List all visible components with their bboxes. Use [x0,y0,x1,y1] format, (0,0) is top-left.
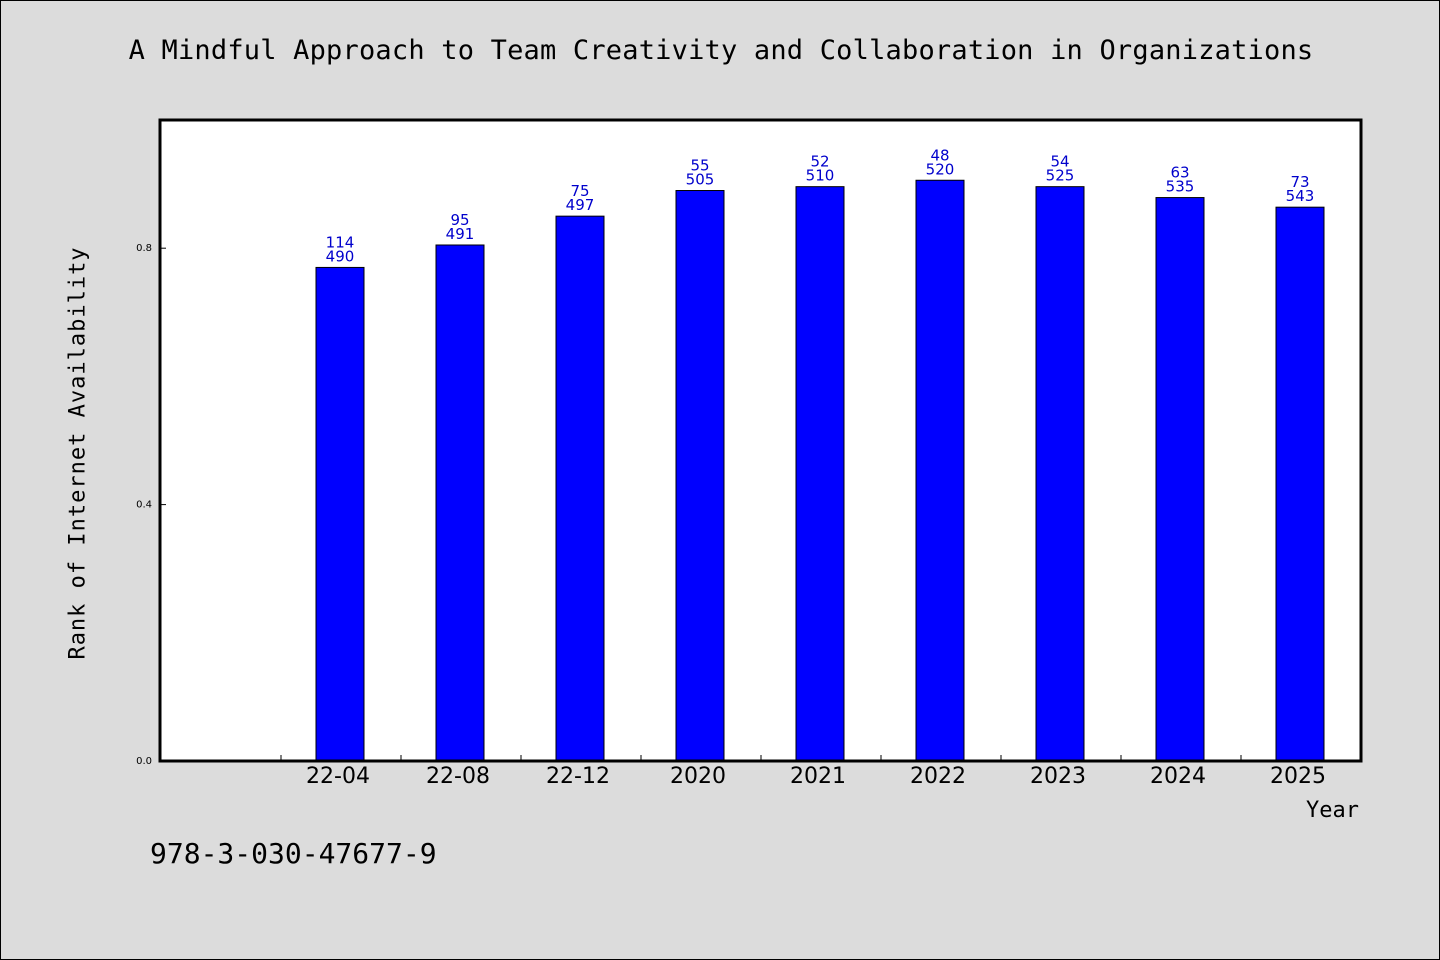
x-tick-label: 2020 [670,764,726,789]
x-tick-label: 22-04 [306,764,370,789]
x-axis-label: Year [1306,798,1359,823]
data-label-top: 114 [326,233,355,251]
data-label-bottom: 505 [686,171,715,189]
x-ticks-layer: 22-04 22-08 22-12 2020 2021 2022 2023 2024 2025 [280,755,1326,789]
x-tick-label: 2024 [1150,764,1206,789]
data-label-bottom: 535 [1166,178,1195,196]
bar-2020 [675,190,725,762]
data-label-bottom: 525 [1046,167,1075,185]
bar-22-12 [555,215,605,762]
x-tick-label: 22-12 [546,764,610,789]
y-tick-label: 0.4 [136,500,152,511]
bar-2021 [795,186,845,762]
data-label-top: 95 [450,211,469,229]
chart-title: A Mindful Approach to Team Creativity an… [128,35,1314,66]
data-label-top: 63 [1170,164,1189,182]
data-label-bottom: 520 [926,160,955,178]
bar-22-08 [435,244,485,762]
y-tick-label: 0.8 [136,243,152,254]
bar-2022 [915,179,965,762]
x-tick-label: 2023 [1030,764,1086,789]
data-label-bottom: 543 [1286,187,1315,205]
data-label-top: 55 [690,157,709,175]
data-label-bottom: 490 [326,247,355,265]
y-tick-label: 0.0 [136,756,152,767]
bar-2025 [1275,206,1325,762]
bar-2023 [1035,186,1085,762]
data-label-top: 54 [1050,153,1069,171]
data-label-top: 75 [570,182,589,200]
data-label-bottom: 510 [806,167,835,185]
x-tick-label: 22-08 [426,764,490,789]
data-label-bottom: 497 [566,196,595,214]
data-label-top: 52 [810,153,829,171]
bar-2024 [1155,197,1205,762]
isbn-footer: 978-3-030-47677-9 [150,837,437,870]
data-label-top: 48 [930,146,949,164]
x-tick-label: 2025 [1270,764,1326,789]
x-tick-label: 2021 [790,764,846,789]
data-label-top: 73 [1290,173,1309,191]
x-tick-label: 2022 [910,764,966,789]
data-label-bottom: 491 [446,225,475,243]
plot-border [158,118,1363,763]
bars-layer [315,179,1325,762]
bar-22-04 [315,266,365,762]
